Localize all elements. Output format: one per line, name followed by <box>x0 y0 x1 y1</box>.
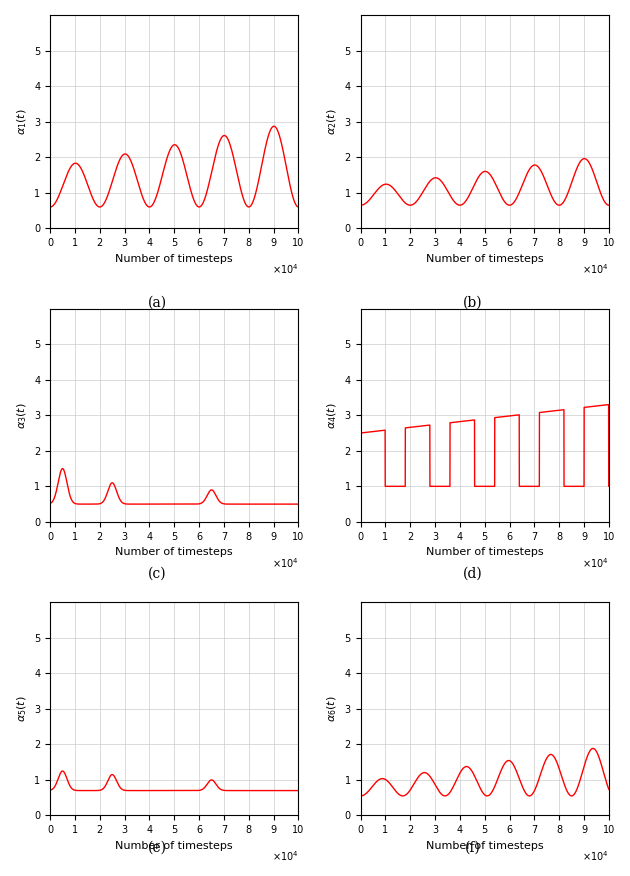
Y-axis label: $\alpha_2(t)$: $\alpha_2(t)$ <box>326 109 339 135</box>
X-axis label: Number of timesteps: Number of timesteps <box>115 253 233 264</box>
Text: (d): (d) <box>462 567 483 581</box>
Text: (f): (f) <box>464 841 481 855</box>
Text: (c): (c) <box>148 567 167 581</box>
X-axis label: Number of timesteps: Number of timesteps <box>115 548 233 557</box>
Y-axis label: $\alpha_5(t)$: $\alpha_5(t)$ <box>15 696 28 722</box>
Y-axis label: $\alpha_4(t)$: $\alpha_4(t)$ <box>326 402 339 428</box>
Y-axis label: $\alpha_6(t)$: $\alpha_6(t)$ <box>326 696 339 722</box>
Text: $\times10^4$: $\times10^4$ <box>582 263 609 276</box>
X-axis label: Number of timesteps: Number of timesteps <box>426 841 544 851</box>
Text: (e): (e) <box>148 841 167 855</box>
Text: (b): (b) <box>462 295 483 309</box>
Text: (a): (a) <box>148 295 167 309</box>
X-axis label: Number of timesteps: Number of timesteps <box>426 253 544 264</box>
Text: $\times10^4$: $\times10^4$ <box>272 263 299 276</box>
X-axis label: Number of timesteps: Number of timesteps <box>115 841 233 851</box>
Y-axis label: $\alpha_1(t)$: $\alpha_1(t)$ <box>15 109 28 135</box>
X-axis label: Number of timesteps: Number of timesteps <box>426 548 544 557</box>
Text: $\times10^4$: $\times10^4$ <box>582 850 609 864</box>
Text: $\times10^4$: $\times10^4$ <box>272 850 299 864</box>
Text: $\times10^4$: $\times10^4$ <box>582 556 609 569</box>
Y-axis label: $\alpha_3(t)$: $\alpha_3(t)$ <box>15 402 28 428</box>
Text: $\times10^4$: $\times10^4$ <box>272 556 299 569</box>
